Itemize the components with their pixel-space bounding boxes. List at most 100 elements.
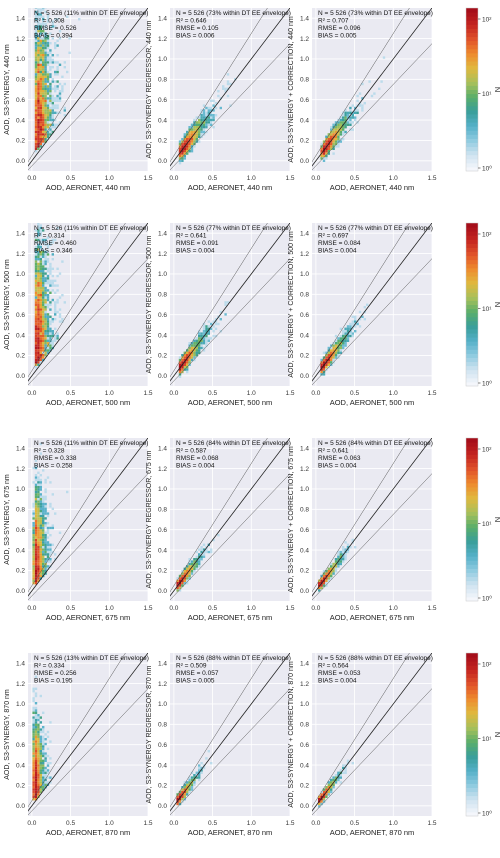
y-tick-label: 0.2 (300, 138, 309, 145)
density-bin (46, 85, 50, 88)
density-bin (39, 514, 42, 518)
density-bin (330, 147, 333, 150)
density-bin (46, 747, 50, 750)
density-bin (181, 154, 184, 158)
density-bin (334, 349, 338, 352)
density-bin (37, 56, 40, 59)
density-bin (56, 301, 59, 304)
density-bin (35, 0, 37, 1)
density-bin (44, 128, 47, 131)
density-bin (342, 126, 345, 129)
density-bin (32, 697, 35, 700)
density-bin (32, 742, 35, 746)
density-bin (42, 543, 45, 546)
density-bin (210, 114, 213, 117)
density-bin (202, 126, 206, 129)
density-bin (207, 121, 210, 124)
density-bin (34, 253, 38, 256)
density-bin (44, 94, 47, 98)
density-bin (54, 303, 57, 306)
density-bin (337, 550, 340, 554)
colorbar-swatch (466, 486, 478, 492)
density-bin (37, 747, 40, 750)
density-bin (42, 354, 45, 357)
density-bin (42, 572, 45, 575)
density-bin (37, 231, 40, 234)
ee-lower-line (312, 473, 432, 601)
density-bin (37, 726, 40, 729)
density-bin (186, 142, 189, 146)
density-bin (44, 349, 47, 352)
density-bin (34, 774, 38, 777)
colorbar-swatch (466, 523, 478, 529)
density-bin (190, 346, 194, 350)
density-bin (34, 63, 38, 66)
density-bin (49, 102, 52, 105)
density-bin (342, 114, 345, 117)
colorbar-swatch (466, 718, 478, 723)
density-bin (46, 133, 50, 136)
density-bin (34, 778, 38, 782)
density-bin (325, 358, 328, 362)
density-bin (63, 61, 66, 64)
density-bin (39, 133, 42, 136)
density-bin (188, 145, 191, 148)
colorbar-swatch (466, 134, 478, 139)
density-bin (46, 555, 50, 558)
density-bin (330, 145, 333, 148)
density-bin (34, 498, 38, 501)
density-bin (44, 97, 47, 100)
density-bin (51, 241, 54, 244)
density-bin (42, 745, 45, 748)
density-bin (34, 337, 38, 340)
density-bin (193, 560, 196, 563)
density-bin (49, 342, 52, 345)
density-bin (181, 157, 184, 160)
density-bin (51, 25, 54, 28)
density-bin (183, 572, 186, 575)
density-bin (34, 562, 38, 566)
x-tick-label: 1.5 (143, 820, 152, 827)
y-tick-label: 0.2 (158, 783, 167, 790)
density-bin (39, 25, 42, 28)
density-bin (39, 694, 42, 698)
colorbar-swatch (466, 235, 478, 240)
density-bin (39, 286, 42, 290)
density-bin (37, 572, 40, 575)
density-bin (39, 738, 42, 741)
y-tick-label: 0.0 (16, 588, 25, 595)
density-bin (51, 87, 54, 90)
density-bin (32, 764, 35, 767)
colorbar-swatch (466, 584, 478, 590)
density-bin (186, 368, 189, 371)
density-bin (39, 111, 42, 114)
density-bin (198, 562, 201, 566)
density-bin (37, 87, 40, 90)
density-bin (207, 337, 210, 340)
x-axis-label: AOD, AERONET, 440 nm (188, 183, 273, 192)
x-tick-label: 0.5 (66, 390, 75, 397)
density-bin (49, 51, 52, 54)
density-bin (34, 308, 38, 311)
density-bin (349, 121, 352, 124)
y-tick-label: 0.4 (158, 117, 167, 124)
density-bin (200, 762, 203, 765)
density-bin (34, 517, 38, 520)
density-bin (35, 215, 37, 217)
density-bin (339, 130, 342, 134)
density-bin (42, 735, 45, 738)
density-bin (42, 730, 45, 734)
density-bin (44, 243, 47, 246)
density-bin (34, 334, 38, 338)
density-bin (56, 61, 59, 64)
colorbar-swatch (466, 288, 478, 293)
density-bin (46, 526, 50, 530)
density-bin (188, 140, 191, 143)
colorbar-swatch (466, 803, 478, 809)
density-bin (34, 747, 38, 750)
density-bin (334, 138, 338, 141)
density-bin (198, 766, 201, 770)
y-tick-label: 0.0 (158, 158, 167, 165)
density-bin (210, 123, 213, 126)
